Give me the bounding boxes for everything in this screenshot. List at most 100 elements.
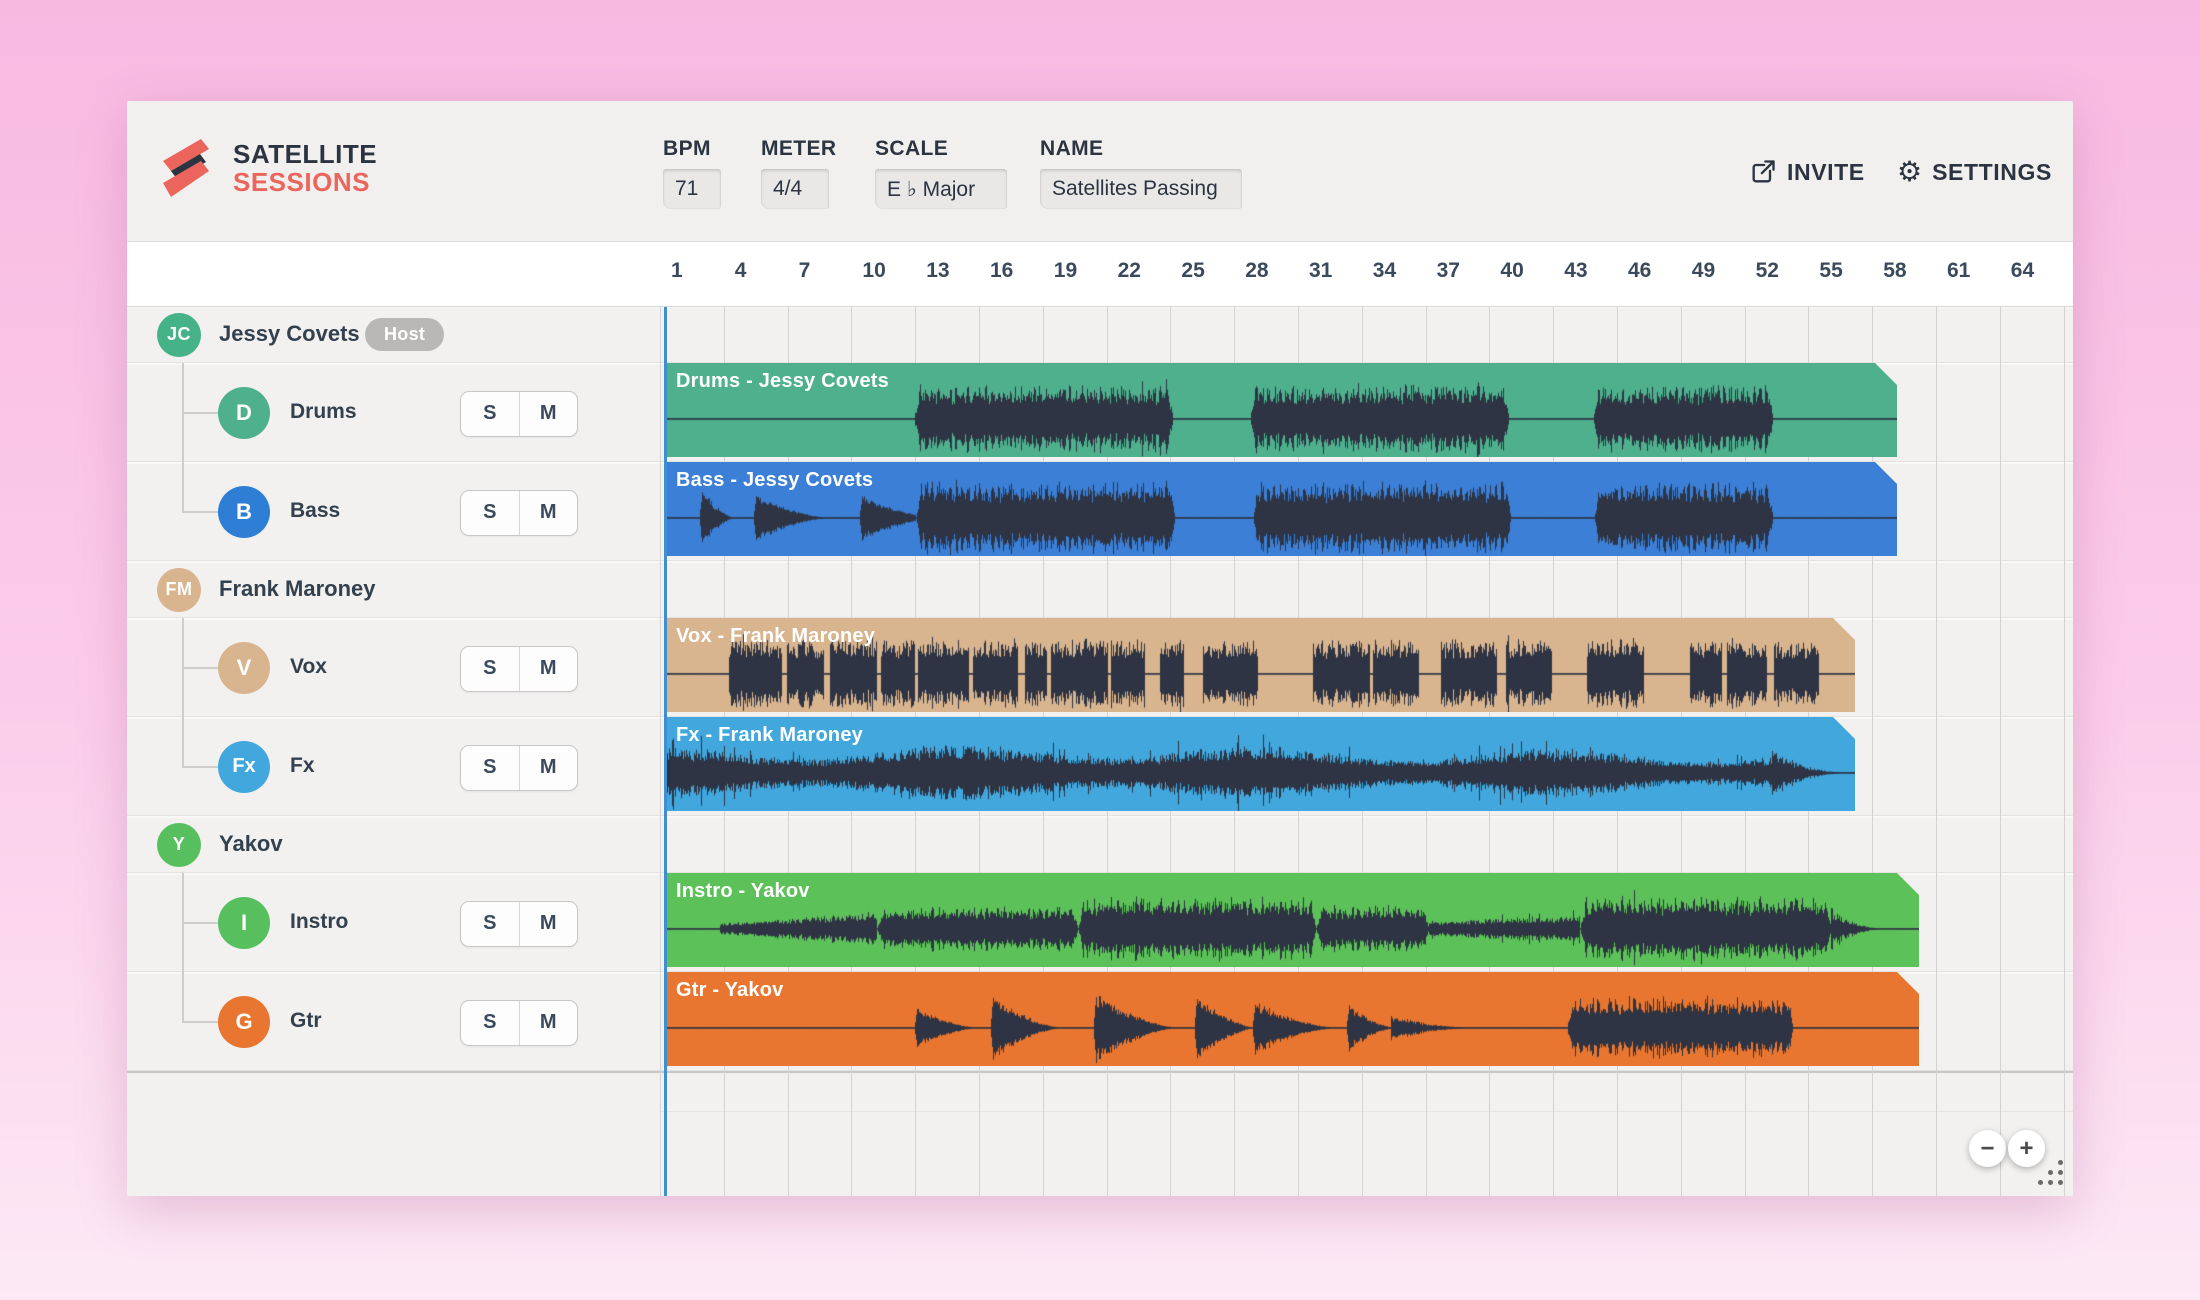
ruler-number: 10 [862, 259, 885, 283]
ruler-number: 52 [1756, 259, 1779, 283]
user-avatar: FM [157, 568, 201, 612]
ruler-number: 4 [735, 259, 747, 283]
clip-label: Fx - Frank Maroney [676, 724, 863, 747]
invite-button[interactable]: INVITE [1743, 157, 1871, 187]
track-name: Drums [290, 400, 357, 424]
track-name: Bass [290, 499, 340, 523]
solo-mute-group: SM [460, 490, 578, 536]
ruler-number: 1 [671, 259, 683, 283]
tree-connector [182, 511, 218, 513]
tree-connector [182, 412, 218, 414]
solo-mute-group: SM [460, 391, 578, 437]
track-name: Fx [290, 754, 315, 778]
resize-grip[interactable] [2037, 1159, 2063, 1185]
zoom-out-button[interactable]: − [1969, 1130, 2006, 1167]
track-avatar: G [218, 996, 270, 1048]
track-name: Instro [290, 910, 348, 934]
solo-mute-group: SM [460, 745, 578, 791]
tree-connector [182, 667, 218, 669]
grid-column-line [2000, 241, 2001, 1196]
name-input[interactable] [1040, 169, 1242, 209]
clip-label: Bass - Jessy Covets [676, 469, 873, 492]
user-name: Jessy Covets [219, 321, 360, 347]
ruler-number: 58 [1883, 259, 1906, 283]
scale-label: SCALE [875, 137, 948, 161]
ruler-number: 37 [1437, 259, 1460, 283]
host-badge: Host [365, 318, 444, 351]
ruler-number: 16 [990, 259, 1013, 283]
ruler-number: 34 [1373, 259, 1396, 283]
audio-clip[interactable]: Bass - Jessy Covets [664, 462, 1897, 556]
track-avatar: B [218, 486, 270, 538]
ruler-number: 19 [1054, 259, 1077, 283]
ruler-number: 43 [1564, 259, 1587, 283]
track-row: IInstroSM [127, 873, 660, 972]
playhead[interactable] [664, 241, 667, 1196]
mute-button[interactable]: M [519, 647, 578, 691]
gear-icon: ⚙ [1897, 158, 1922, 186]
ruler-number: 49 [1692, 259, 1715, 283]
ruler-number: 64 [2011, 259, 2034, 283]
ruler-number: 61 [1947, 259, 1970, 283]
ruler-number: 7 [799, 259, 811, 283]
tree-connector [182, 717, 184, 767]
clip-label: Drums - Jessy Covets [676, 370, 889, 393]
audio-clip[interactable]: Vox - Frank Maroney [664, 618, 1855, 712]
meter-label: METER [761, 137, 837, 161]
settings-button[interactable]: ⚙ SETTINGS [1891, 157, 2058, 187]
brand-logo: SATELLITE SESSIONS [157, 135, 377, 201]
audio-clip[interactable]: Fx - Frank Maroney [664, 717, 1855, 811]
audio-clip[interactable]: Drums - Jessy Covets [664, 363, 1897, 457]
mute-button[interactable]: M [519, 902, 578, 946]
user-name: Yakov [219, 831, 283, 857]
user-row: FM Frank Maroney [127, 561, 660, 618]
bar-ruler[interactable]: 1471013161922252831343740434649525558616… [127, 241, 2073, 307]
solo-mute-group: SM [460, 1000, 578, 1046]
meter-input[interactable] [761, 169, 829, 209]
ruler-number: 31 [1309, 259, 1332, 283]
bpm-input[interactable] [663, 169, 721, 209]
mute-button[interactable]: M [519, 491, 578, 535]
user-row: YYakov [127, 816, 660, 873]
track-row: GGtrSM [127, 972, 660, 1071]
user-row: JC Jessy CovetsHost [127, 306, 660, 363]
tree-connector [182, 972, 184, 1022]
track-row: B Bass SM [127, 462, 660, 561]
bpm-label: BPM [663, 137, 711, 161]
tree-connector [182, 922, 218, 924]
ruler-number: 40 [1500, 259, 1523, 283]
track-row: D Drums SM [127, 363, 660, 462]
settings-label: SETTINGS [1932, 159, 2052, 186]
clip-label: Vox - Frank Maroney [676, 625, 875, 648]
mute-button[interactable]: M [519, 1001, 578, 1045]
solo-button[interactable]: S [461, 392, 519, 436]
solo-button[interactable]: S [461, 746, 519, 790]
grid-column-line [660, 241, 661, 1196]
grid-column-line [1936, 241, 1937, 1196]
audio-clip[interactable]: Instro - Yakov [664, 873, 1919, 967]
ruler-number: 46 [1628, 259, 1651, 283]
track-avatar: D [218, 387, 270, 439]
audio-clip[interactable]: Gtr - Yakov [664, 972, 1919, 1066]
solo-button[interactable]: S [461, 1001, 519, 1045]
mute-button[interactable]: M [519, 746, 578, 790]
ruler-number: 28 [1245, 259, 1268, 283]
brand-line2: SESSIONS [233, 168, 377, 196]
user-avatar: JC [157, 313, 201, 357]
track-row: FxFxSM [127, 717, 660, 816]
clip-label: Instro - Yakov [676, 880, 810, 903]
logo-icon [157, 135, 215, 201]
solo-button[interactable]: S [461, 902, 519, 946]
user-name: Frank Maroney [219, 576, 376, 602]
track-row: VVoxSM [127, 618, 660, 717]
waveform-canvas [664, 873, 1919, 967]
brand-line1: SATELLITE [233, 140, 377, 168]
track-name: Vox [290, 655, 327, 679]
clip-label: Gtr - Yakov [676, 979, 783, 1002]
scale-input[interactable] [875, 169, 1007, 209]
invite-label: INVITE [1787, 159, 1865, 186]
solo-button[interactable]: S [461, 647, 519, 691]
mute-button[interactable]: M [519, 392, 578, 436]
grid-column-line [2064, 241, 2065, 1196]
solo-button[interactable]: S [461, 491, 519, 535]
